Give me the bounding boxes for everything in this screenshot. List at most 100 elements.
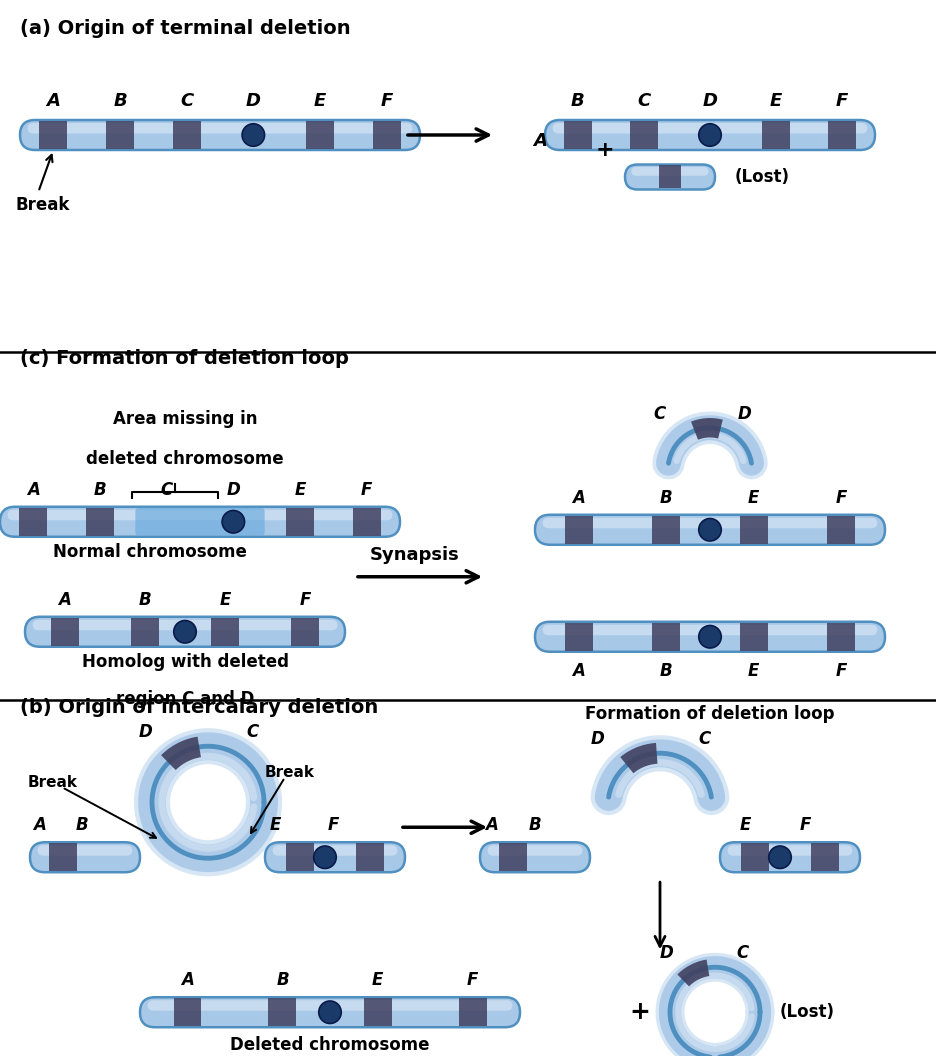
Text: F: F: [327, 816, 338, 834]
Text: C: C: [246, 723, 259, 741]
Text: A: A: [572, 662, 585, 680]
Text: (b) Origin of intercalary deletion: (b) Origin of intercalary deletion: [20, 698, 378, 717]
FancyBboxPatch shape: [139, 997, 519, 1027]
Text: (c) Formation of deletion loop: (c) Formation of deletion loop: [20, 350, 348, 369]
FancyBboxPatch shape: [534, 514, 885, 545]
Text: (a) Origin of terminal deletion: (a) Origin of terminal deletion: [20, 19, 350, 38]
Text: C: C: [736, 944, 748, 962]
Text: F: F: [835, 662, 846, 680]
Text: A: A: [58, 590, 71, 608]
Text: F: F: [835, 92, 847, 110]
Bar: [285, 508, 314, 535]
Text: A: A: [533, 132, 547, 150]
FancyBboxPatch shape: [37, 845, 132, 855]
FancyBboxPatch shape: [726, 845, 852, 855]
Text: Normal chromosome: Normal chromosome: [53, 543, 247, 561]
Bar: [211, 618, 239, 646]
Text: B: B: [276, 972, 288, 989]
Bar: [739, 515, 767, 544]
Bar: [306, 121, 333, 149]
Text: F: F: [360, 480, 372, 498]
FancyBboxPatch shape: [25, 617, 344, 646]
FancyBboxPatch shape: [272, 845, 397, 855]
Text: E: E: [372, 972, 383, 989]
FancyBboxPatch shape: [479, 843, 590, 872]
Text: B: B: [139, 590, 151, 608]
Text: A: A: [27, 480, 39, 498]
Bar: [106, 121, 134, 149]
Text: B: B: [113, 92, 126, 110]
Text: E: E: [739, 816, 750, 834]
Text: +: +: [629, 1000, 650, 1024]
Text: D: D: [227, 480, 240, 498]
FancyBboxPatch shape: [20, 120, 419, 150]
Text: B: B: [571, 92, 584, 110]
Bar: [86, 508, 114, 535]
FancyBboxPatch shape: [135, 508, 264, 535]
Text: A: A: [572, 489, 585, 507]
FancyBboxPatch shape: [265, 843, 404, 872]
Bar: [173, 998, 201, 1026]
Circle shape: [222, 510, 244, 533]
Text: A: A: [34, 816, 47, 834]
Bar: [651, 515, 680, 544]
Text: E: E: [747, 662, 758, 680]
Text: E: E: [747, 489, 758, 507]
FancyBboxPatch shape: [552, 122, 867, 133]
Bar: [51, 618, 79, 646]
Circle shape: [173, 621, 196, 643]
Text: Area missing in: Area missing in: [112, 410, 257, 428]
Text: C: C: [698, 731, 710, 749]
Bar: [564, 623, 592, 650]
Circle shape: [698, 518, 721, 541]
Text: Synapsis: Synapsis: [370, 546, 460, 564]
FancyBboxPatch shape: [147, 1000, 512, 1011]
FancyBboxPatch shape: [624, 165, 714, 189]
Bar: [458, 998, 486, 1026]
Text: D: D: [660, 944, 673, 962]
Text: Break: Break: [265, 765, 314, 779]
FancyBboxPatch shape: [631, 167, 708, 175]
FancyBboxPatch shape: [33, 620, 337, 630]
Bar: [826, 515, 855, 544]
FancyBboxPatch shape: [534, 622, 885, 652]
FancyBboxPatch shape: [487, 845, 582, 855]
Text: E: E: [314, 92, 326, 110]
Bar: [499, 844, 526, 871]
Circle shape: [314, 846, 336, 868]
Bar: [740, 844, 768, 871]
FancyBboxPatch shape: [30, 843, 139, 872]
Bar: [629, 121, 657, 149]
Text: F: F: [380, 92, 392, 110]
Text: Break: Break: [15, 196, 69, 214]
Bar: [373, 121, 401, 149]
Text: D: D: [702, 92, 717, 110]
Circle shape: [698, 625, 721, 648]
Bar: [356, 844, 384, 871]
Bar: [20, 508, 48, 535]
Bar: [352, 508, 380, 535]
Text: D: D: [139, 723, 153, 741]
Bar: [761, 121, 789, 149]
FancyBboxPatch shape: [719, 843, 859, 872]
Text: B: B: [94, 480, 106, 498]
Text: B: B: [659, 662, 672, 680]
Text: Break: Break: [28, 775, 78, 790]
Text: D: D: [245, 92, 260, 110]
Text: region C and D: region C and D: [116, 690, 254, 708]
FancyBboxPatch shape: [545, 120, 874, 150]
Bar: [49, 844, 77, 871]
Text: F: F: [466, 972, 477, 989]
FancyBboxPatch shape: [0, 507, 400, 536]
Bar: [827, 121, 856, 149]
FancyBboxPatch shape: [7, 510, 392, 521]
Text: F: F: [835, 489, 846, 507]
Circle shape: [241, 124, 264, 146]
Text: F: F: [299, 590, 311, 608]
Bar: [39, 121, 67, 149]
Bar: [563, 121, 592, 149]
Bar: [269, 998, 296, 1026]
Bar: [172, 121, 200, 149]
Bar: [826, 623, 855, 650]
Bar: [739, 623, 767, 650]
